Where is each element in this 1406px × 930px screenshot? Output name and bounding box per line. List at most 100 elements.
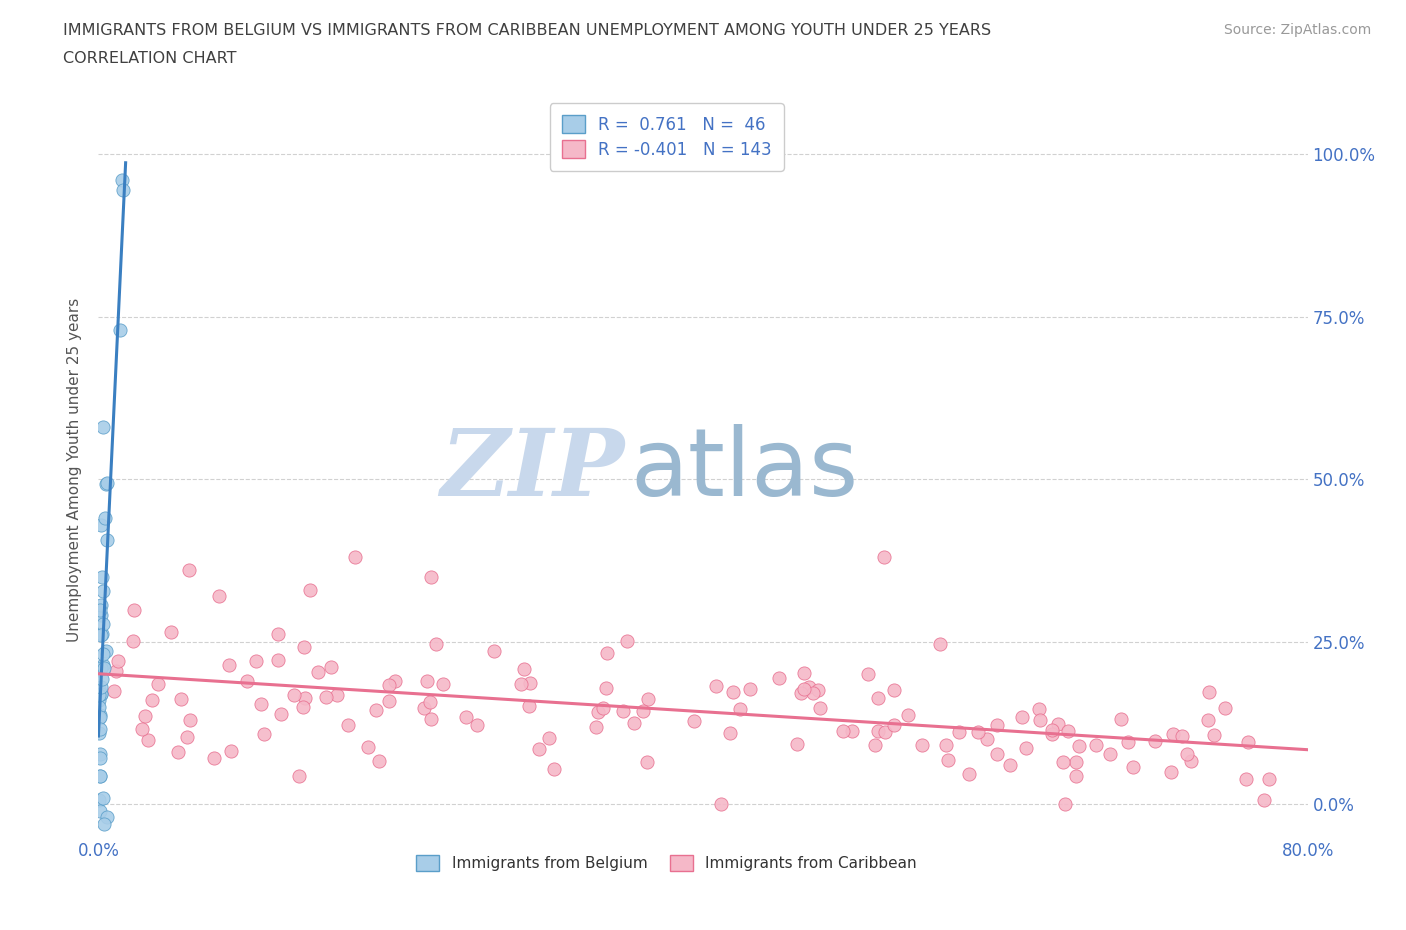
Point — [87, 711, 110, 725]
Point — [111, 182, 134, 197]
Point — [267, 653, 290, 668]
Point — [89, 708, 111, 723]
Point — [90, 671, 112, 686]
Point — [202, 751, 225, 765]
Point — [94, 476, 117, 491]
Point — [1015, 740, 1038, 755]
Point — [94, 644, 117, 658]
Point — [89, 686, 111, 701]
Point — [294, 690, 316, 705]
Point — [90, 660, 112, 675]
Point — [1011, 710, 1033, 724]
Point — [1161, 726, 1184, 741]
Point — [90, 569, 112, 584]
Point — [89, 769, 111, 784]
Point — [863, 738, 886, 753]
Point — [131, 722, 153, 737]
Text: IMMIGRANTS FROM BELGIUM VS IMMIGRANTS FROM CARIBBEAN UNEMPLOYMENT AMONG YOUTH UN: IMMIGRANTS FROM BELGIUM VS IMMIGRANTS FR… — [63, 23, 991, 38]
Point — [1028, 712, 1050, 727]
Point — [866, 724, 889, 738]
Point — [384, 674, 406, 689]
Point — [236, 673, 259, 688]
Point — [416, 673, 439, 688]
Point — [89, 710, 111, 724]
Point — [1047, 717, 1070, 732]
Point — [592, 700, 614, 715]
Point — [510, 677, 533, 692]
Point — [1040, 723, 1063, 737]
Point — [718, 726, 741, 741]
Point — [595, 680, 617, 695]
Point — [91, 647, 114, 662]
Point — [768, 671, 790, 685]
Point — [1122, 760, 1144, 775]
Point — [710, 797, 733, 812]
Point — [873, 724, 896, 739]
Point — [801, 685, 824, 700]
Point — [87, 792, 110, 807]
Point — [704, 679, 727, 694]
Point — [728, 702, 751, 717]
Point — [91, 790, 114, 805]
Point — [87, 699, 110, 714]
Point — [1064, 769, 1087, 784]
Point — [326, 687, 349, 702]
Point — [1171, 728, 1194, 743]
Point — [1180, 753, 1202, 768]
Point — [122, 633, 145, 648]
Point — [288, 768, 311, 783]
Point — [96, 810, 118, 825]
Point — [122, 602, 145, 617]
Point — [96, 532, 118, 547]
Point — [517, 698, 540, 713]
Point — [513, 661, 536, 676]
Point — [938, 752, 960, 767]
Point — [93, 658, 115, 673]
Point — [1028, 701, 1050, 716]
Point — [87, 725, 110, 740]
Point — [841, 724, 863, 738]
Point — [929, 636, 952, 651]
Point — [90, 686, 112, 701]
Point — [89, 598, 111, 613]
Point — [283, 687, 305, 702]
Point — [419, 694, 441, 709]
Point — [482, 644, 505, 658]
Point — [612, 703, 634, 718]
Point — [107, 654, 129, 669]
Point — [538, 730, 561, 745]
Point — [315, 690, 337, 705]
Point — [1160, 764, 1182, 779]
Point — [1257, 772, 1279, 787]
Point — [103, 684, 125, 698]
Point — [883, 683, 905, 698]
Point — [321, 660, 343, 675]
Point — [270, 707, 292, 722]
Point — [218, 658, 240, 672]
Point — [637, 692, 659, 707]
Point — [807, 683, 830, 698]
Legend: Immigrants from Belgium, Immigrants from Caribbean: Immigrants from Belgium, Immigrants from… — [411, 849, 924, 877]
Point — [111, 173, 134, 188]
Point — [1116, 735, 1139, 750]
Point — [160, 624, 183, 639]
Point — [832, 723, 855, 737]
Point — [1234, 772, 1257, 787]
Point — [637, 755, 659, 770]
Point — [1237, 735, 1260, 750]
Point — [89, 682, 111, 697]
Point — [292, 640, 315, 655]
Point — [1040, 726, 1063, 741]
Point — [308, 664, 330, 679]
Point — [868, 691, 890, 706]
Point — [245, 654, 267, 669]
Point — [873, 550, 896, 565]
Point — [790, 685, 813, 700]
Point — [1052, 755, 1074, 770]
Point — [1175, 747, 1198, 762]
Point — [721, 684, 744, 699]
Point — [267, 626, 290, 641]
Point — [543, 762, 565, 777]
Point — [467, 718, 489, 733]
Point — [420, 569, 443, 584]
